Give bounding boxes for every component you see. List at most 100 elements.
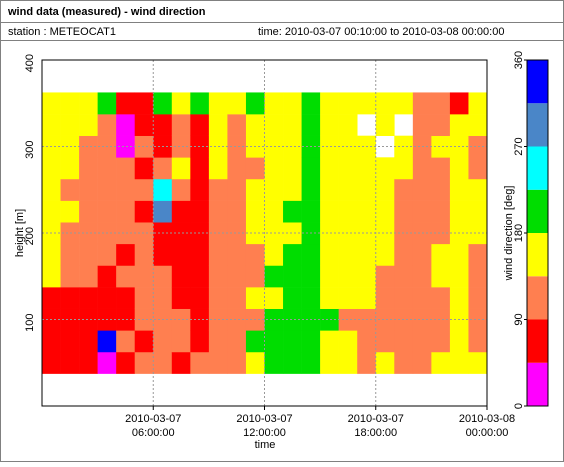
cell (394, 157, 414, 180)
cell (134, 351, 154, 374)
cell (357, 92, 377, 115)
cell (227, 157, 247, 180)
cell (171, 157, 191, 180)
cell (264, 114, 284, 136)
cell (264, 351, 284, 374)
cell (60, 287, 80, 309)
cell (375, 351, 395, 374)
cell (97, 92, 117, 115)
cell (42, 114, 61, 136)
cell (245, 178, 265, 201)
cell (42, 265, 61, 288)
cell (171, 92, 191, 115)
cell (431, 351, 451, 374)
y-tick-label: 100 (24, 314, 36, 332)
cell (283, 287, 302, 309)
x-tick-label: 00:00:00 (466, 427, 509, 439)
cell (264, 308, 284, 331)
cell (116, 351, 136, 374)
cell (116, 92, 136, 115)
cell (97, 351, 117, 374)
cell (60, 114, 80, 136)
cell (171, 178, 191, 201)
cell (190, 265, 210, 288)
cell (301, 92, 321, 115)
cell (468, 222, 488, 245)
cell (431, 287, 451, 309)
cell (60, 135, 80, 158)
colorbar-tick-label: 360 (513, 51, 525, 69)
cell (375, 200, 395, 223)
cell (283, 308, 302, 331)
cell (320, 92, 339, 115)
cell (245, 287, 265, 309)
cell (338, 265, 358, 288)
colorbar-segment (527, 103, 548, 147)
x-tick-label: 2010-03-07 (348, 413, 404, 425)
cell (42, 330, 61, 353)
cell (431, 222, 451, 245)
cell (468, 92, 488, 115)
cell (320, 287, 339, 309)
cell (338, 200, 358, 223)
cell (208, 200, 228, 223)
cell (357, 330, 377, 353)
cell (134, 114, 154, 136)
cell (338, 222, 358, 245)
cell (153, 265, 173, 288)
cell (190, 287, 210, 309)
cell (320, 178, 339, 201)
cell (264, 265, 284, 288)
cell (97, 114, 117, 136)
cell (412, 243, 432, 266)
cell (116, 222, 136, 245)
cell (60, 351, 80, 374)
cell (468, 287, 488, 309)
cell (134, 308, 154, 331)
cell (357, 178, 377, 201)
cell (227, 135, 247, 158)
cell (449, 200, 469, 223)
cell (431, 200, 451, 223)
cell (338, 243, 358, 266)
cell (449, 330, 469, 353)
cell (338, 287, 358, 309)
cell (79, 157, 98, 180)
cell (60, 157, 80, 180)
cell (190, 157, 210, 180)
cell (338, 92, 358, 115)
cell (208, 265, 228, 288)
cell (190, 200, 210, 223)
cell (449, 287, 469, 309)
cell (468, 265, 488, 288)
y-tick-label: 400 (24, 54, 36, 72)
cell (338, 114, 358, 136)
cell (208, 92, 228, 115)
cell (153, 351, 173, 374)
cell (283, 330, 302, 353)
cell (449, 351, 469, 374)
cell (375, 308, 395, 331)
cell (264, 243, 284, 266)
cell (431, 308, 451, 331)
cell (320, 222, 339, 245)
cell (283, 200, 302, 223)
cell (79, 330, 98, 353)
cell (375, 114, 395, 136)
x-tick-label: 2010-03-07 (236, 413, 292, 425)
colorbar-segment (527, 276, 548, 320)
cell (97, 243, 117, 266)
cell (412, 287, 432, 309)
cell (338, 308, 358, 331)
cell (264, 157, 284, 180)
x-tick-label: 06:00:00 (132, 427, 175, 439)
cell (171, 265, 191, 288)
cell (283, 178, 302, 201)
cell (320, 243, 339, 266)
colorbar-tick-label: 180 (513, 224, 525, 242)
cell (375, 157, 395, 180)
cell (153, 92, 173, 115)
cell (449, 92, 469, 115)
cell (60, 92, 80, 115)
